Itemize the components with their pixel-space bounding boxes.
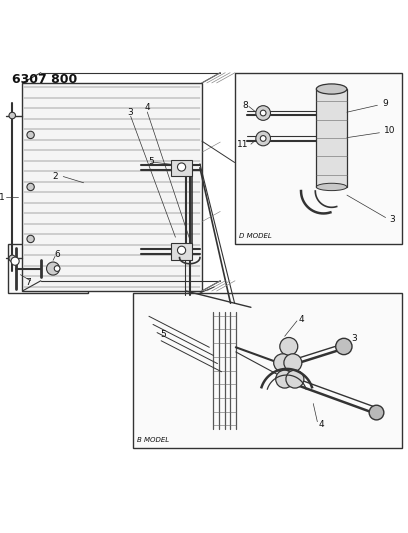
Circle shape xyxy=(177,163,186,171)
Bar xyxy=(22,83,202,291)
Circle shape xyxy=(256,131,271,146)
Circle shape xyxy=(9,255,16,262)
Bar xyxy=(235,72,402,244)
Text: 9: 9 xyxy=(383,99,388,108)
Text: 5: 5 xyxy=(160,330,166,340)
Text: 5: 5 xyxy=(149,157,154,166)
Text: 6307 800: 6307 800 xyxy=(12,72,78,86)
Text: D MODEL: D MODEL xyxy=(239,233,271,239)
Text: 4: 4 xyxy=(319,421,324,429)
Text: 4: 4 xyxy=(298,315,304,324)
Bar xyxy=(171,244,192,260)
Ellipse shape xyxy=(316,84,347,94)
Circle shape xyxy=(336,338,352,354)
Bar xyxy=(316,89,347,187)
Circle shape xyxy=(280,337,298,356)
Text: 6: 6 xyxy=(54,251,60,260)
Text: 3: 3 xyxy=(128,108,133,117)
Circle shape xyxy=(177,246,186,254)
Circle shape xyxy=(286,370,304,388)
Circle shape xyxy=(27,183,34,191)
Text: 3: 3 xyxy=(351,334,357,343)
Circle shape xyxy=(274,354,292,372)
Text: 2: 2 xyxy=(52,172,58,181)
Text: B MODEL: B MODEL xyxy=(137,437,169,443)
Circle shape xyxy=(11,257,19,265)
Text: 3: 3 xyxy=(389,215,395,224)
Text: 4: 4 xyxy=(144,103,150,112)
Bar xyxy=(8,244,88,293)
Circle shape xyxy=(27,235,34,243)
Circle shape xyxy=(369,405,384,420)
Circle shape xyxy=(54,265,60,271)
Circle shape xyxy=(47,262,60,275)
Text: 8: 8 xyxy=(242,101,248,110)
Bar xyxy=(171,160,192,176)
Circle shape xyxy=(9,112,16,119)
Text: 11: 11 xyxy=(237,141,248,149)
Bar xyxy=(133,293,402,448)
Text: 1: 1 xyxy=(0,193,5,202)
Circle shape xyxy=(276,370,294,388)
Circle shape xyxy=(256,106,271,120)
Circle shape xyxy=(260,135,266,141)
Circle shape xyxy=(284,354,302,372)
Text: 7: 7 xyxy=(26,278,31,287)
Text: 10: 10 xyxy=(384,126,395,135)
Ellipse shape xyxy=(316,183,347,191)
Circle shape xyxy=(27,131,34,139)
Circle shape xyxy=(260,110,266,116)
